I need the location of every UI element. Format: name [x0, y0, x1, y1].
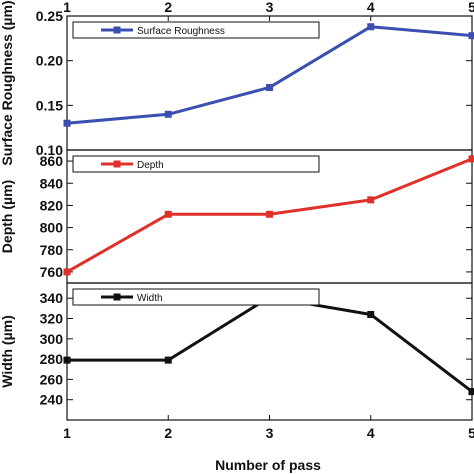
- panel-surface-roughness: 0.10 0.15 0.20 0.25 Surface Roughness: [36, 8, 474, 158]
- bottom-x-tick-label: 1: [63, 425, 71, 441]
- y-tick-label: 0.20: [36, 53, 63, 69]
- data-point: [266, 210, 273, 218]
- chart-panels: 0.10 0.15 0.20 0.25 Surface Roughness 760 780 8…: [36, 8, 474, 421]
- data-point: [63, 119, 71, 127]
- data-point: [164, 210, 172, 218]
- x-axis-title: Number of pass: [215, 457, 321, 473]
- y-tick-label: 860: [40, 153, 64, 169]
- top-x-axis: 1 2 3 4 5: [63, 0, 474, 21]
- y-axis-title: Surface Roughness (µm): [0, 0, 15, 165]
- y-tick-label: 0.25: [36, 8, 63, 24]
- legend-marker: [113, 160, 121, 168]
- bottom-x-tick-label: 5: [468, 425, 474, 441]
- y-tick-label: 340: [40, 290, 64, 306]
- data-point: [63, 356, 71, 364]
- y-tick-label: 760: [40, 264, 64, 280]
- y-tick-label: 260: [40, 371, 64, 387]
- bottom-x-axis: 1 2 3 4 5: [63, 415, 474, 441]
- legend-marker: [113, 293, 121, 301]
- bottom-x-tick-label: 4: [367, 425, 375, 441]
- y-tick-label: 800: [40, 220, 64, 236]
- top-x-tick-label: 3: [266, 0, 274, 15]
- legend-box: [72, 288, 320, 306]
- data-point: [164, 356, 172, 364]
- data-point: [367, 196, 375, 204]
- y-tick-label: 820: [40, 197, 64, 213]
- panel-width: 240 260 280 300 320 340 Width: [40, 282, 474, 421]
- legend-marker: [113, 26, 121, 34]
- data-point: [468, 155, 474, 163]
- y-axis-title: Width (µm): [0, 315, 15, 387]
- y-tick-label: 300: [40, 331, 64, 347]
- top-x-tick-label: 5: [468, 0, 474, 15]
- legend: Width: [72, 288, 320, 306]
- data-point: [468, 32, 474, 40]
- y-tick-label: 0.10: [36, 142, 63, 158]
- top-x-tick-label: 1: [63, 0, 71, 15]
- series-line: [67, 295, 473, 393]
- legend-label: Surface Roughness: [137, 26, 225, 37]
- data-point: [266, 83, 273, 91]
- data-point: [367, 23, 375, 31]
- data-point: [468, 388, 474, 396]
- y-tick-label: 240: [40, 392, 64, 408]
- y-tick-label: 280: [40, 351, 64, 367]
- y-axis-title: Depth (µm): [0, 180, 15, 253]
- legend-box: [72, 155, 320, 173]
- panel-depth: 760 780 800 820 840 860 Depth: [40, 149, 474, 284]
- series-line: [66, 25, 473, 125]
- legend-label: Depth: [137, 160, 164, 171]
- data-point: [367, 310, 375, 318]
- y-axis-titles: Surface Roughness (µm) Depth (µm) Width (µ…: [0, 0, 15, 387]
- y-tick-label: 780: [40, 242, 64, 258]
- legend: Surface Roughness: [72, 21, 320, 39]
- legend-label: Width: [137, 293, 163, 304]
- y-tick-label: 840: [40, 175, 64, 191]
- legend: Depth: [72, 155, 320, 173]
- y-tick-label: 320: [40, 311, 64, 327]
- bottom-x-tick-label: 3: [266, 425, 274, 441]
- legend-box: [72, 21, 320, 39]
- data-point: [63, 268, 71, 276]
- y-tick-label: 0.15: [36, 97, 63, 113]
- top-x-tick-label: 2: [164, 0, 172, 15]
- data-point: [164, 110, 172, 118]
- top-x-tick-label: 4: [367, 0, 375, 15]
- bottom-x-tick-label: 2: [164, 425, 172, 441]
